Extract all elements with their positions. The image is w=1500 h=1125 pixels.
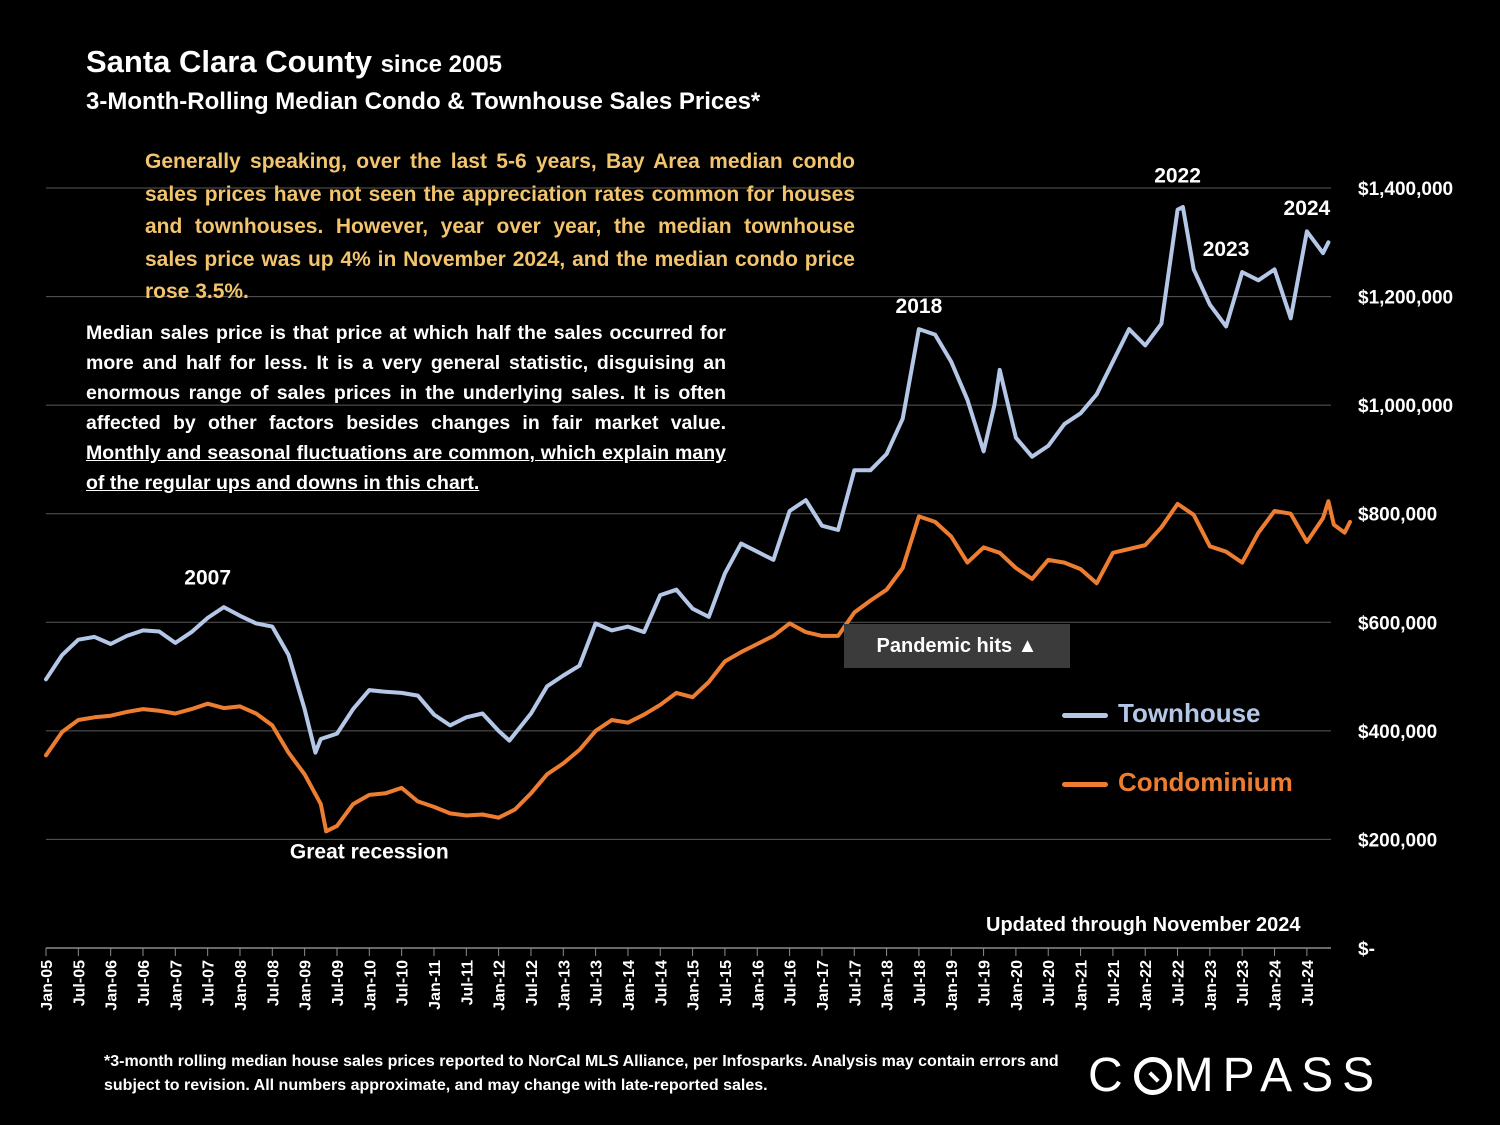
x-tick-label-32: Jan-21	[1074, 960, 1091, 1011]
gold-commentary: Generally speaking, over the last 5-6 ye…	[145, 150, 855, 303]
compass-logo: C MPASS	[1088, 1049, 1384, 1102]
legend-townhouse-label: Townhouse	[1118, 698, 1261, 728]
legend-townhouse: Townhouse	[1062, 698, 1261, 729]
legend-condominium: Condominium	[1062, 767, 1293, 798]
x-tick-label-26: Jan-18	[880, 960, 897, 1011]
y-tick-label-6: $1,200,000	[1358, 288, 1453, 309]
median-explanation-underlined: Monthly and seasonal fluctuations are co…	[86, 442, 726, 494]
x-tick-label-6: Jan-08	[233, 960, 250, 1011]
pandemic-callout: Pandemic hits ▲	[844, 624, 1070, 668]
y-tick-label-5: $1,000,000	[1358, 396, 1453, 417]
legend-townhouse-swatch	[1062, 712, 1108, 718]
updated-note: Updated through November 2024	[986, 914, 1301, 936]
x-tick-label-21: Jul-15	[718, 960, 735, 1006]
x-tick-label-10: Jan-10	[362, 960, 379, 1011]
x-tick-label-3: Jul-06	[136, 960, 153, 1006]
series-lines	[44, 205, 1352, 834]
x-tick-label-8: Jan-09	[298, 960, 315, 1011]
x-axis-labels: Jan-05 Jul-05 Jan-06 Jul-06 Jan-07 Jul-07 Jan-…	[39, 960, 1317, 1011]
x-tick-label-17: Jul-13	[589, 960, 606, 1006]
x-tick-label-15: Jul-12	[524, 960, 541, 1006]
legend-condominium-label: Condominium	[1118, 767, 1293, 797]
x-tick-label-20: Jan-15	[686, 960, 703, 1011]
x-tick-label-19: Jul-14	[653, 960, 670, 1006]
x-tick-label-27: Jul-18	[912, 960, 929, 1006]
annotation-5: 2024	[1284, 197, 1331, 220]
x-tick-label-16: Jan-13	[556, 960, 573, 1011]
y-tick-label-1: $200,000	[1358, 830, 1437, 851]
x-tick-label-14: Jan-12	[492, 960, 509, 1011]
x-tick-label-23: Jul-16	[783, 960, 800, 1006]
x-tick-label-9: Jul-09	[330, 960, 347, 1006]
x-tick-label-35: Jul-22	[1171, 960, 1188, 1006]
legend-condominium-swatch	[1062, 781, 1108, 787]
title-suffix: since 2005	[380, 51, 503, 78]
x-tick-label-28: Jan-19	[944, 960, 961, 1011]
x-tick-label-30: Jan-20	[1009, 960, 1026, 1011]
annotations: 2007 Great recession 2018 2022 2023 2024	[184, 165, 1330, 864]
x-tick-label-13: Jul-11	[459, 960, 476, 1005]
x-tick-label-24: Jan-17	[815, 960, 832, 1011]
x-tick-label-4: Jan-07	[168, 960, 185, 1011]
x-tick-label-12: Jan-11	[427, 960, 444, 1010]
y-tick-label-3: $600,000	[1358, 613, 1437, 634]
y-tick-label-2: $400,000	[1358, 722, 1437, 743]
x-tick-label-39: Jul-24	[1300, 960, 1317, 1006]
x-tick-label-25: Jul-17	[847, 960, 864, 1006]
x-tick-label-38: Jan-24	[1268, 960, 1285, 1011]
chart-title: Santa Clara County since 2005	[86, 44, 503, 79]
x-tick-label-31: Jul-20	[1041, 960, 1058, 1006]
x-tick-label-18: Jan-14	[621, 960, 638, 1011]
annotation-0: 2007	[184, 566, 231, 589]
annotation-4: 2023	[1203, 238, 1250, 261]
annotation-3: 2022	[1154, 165, 1201, 188]
y-tick-label-0: $-	[1358, 939, 1375, 960]
y-tick-label-7: $1,400,000	[1358, 179, 1453, 200]
series-line-condominium	[44, 499, 1352, 834]
annotation-2: 2018	[896, 295, 943, 318]
y-tick-label-4: $800,000	[1358, 505, 1437, 526]
x-tick-label-33: Jul-21	[1106, 960, 1123, 1006]
y-axis-labels: $- $200,000 $400,000 $600,000 $800,000 $1,000…	[1358, 179, 1453, 960]
x-tick-label-34: Jan-22	[1138, 960, 1155, 1011]
chart-subtitle: 3-Month-Rolling Median Condo & Townhouse…	[86, 88, 761, 115]
x-tick-label-11: Jul-10	[395, 960, 412, 1006]
footnote: *3-month rolling median house sales pric…	[104, 1053, 1059, 1094]
x-tick-label-0: Jan-05	[39, 960, 56, 1011]
axes	[45, 947, 1331, 956]
x-tick-label-22: Jan-16	[750, 960, 767, 1011]
x-tick-label-2: Jan-06	[104, 960, 121, 1011]
x-tick-label-5: Jul-07	[201, 960, 218, 1006]
median-explanation: Median sales price is that price at whic…	[86, 318, 726, 498]
median-explanation-text: Median sales price is that price at whic…	[86, 322, 726, 434]
x-tick-label-36: Jan-23	[1203, 960, 1220, 1011]
x-tick-label-7: Jul-08	[265, 960, 282, 1006]
x-tick-label-37: Jul-23	[1235, 960, 1252, 1006]
x-tick-label-1: Jul-05	[71, 960, 88, 1006]
annotation-1: Great recession	[290, 840, 449, 863]
compass-logo-o	[1133, 1057, 1172, 1095]
series-line-townhouse	[44, 205, 1331, 755]
x-tick-label-29: Jul-19	[977, 960, 994, 1006]
